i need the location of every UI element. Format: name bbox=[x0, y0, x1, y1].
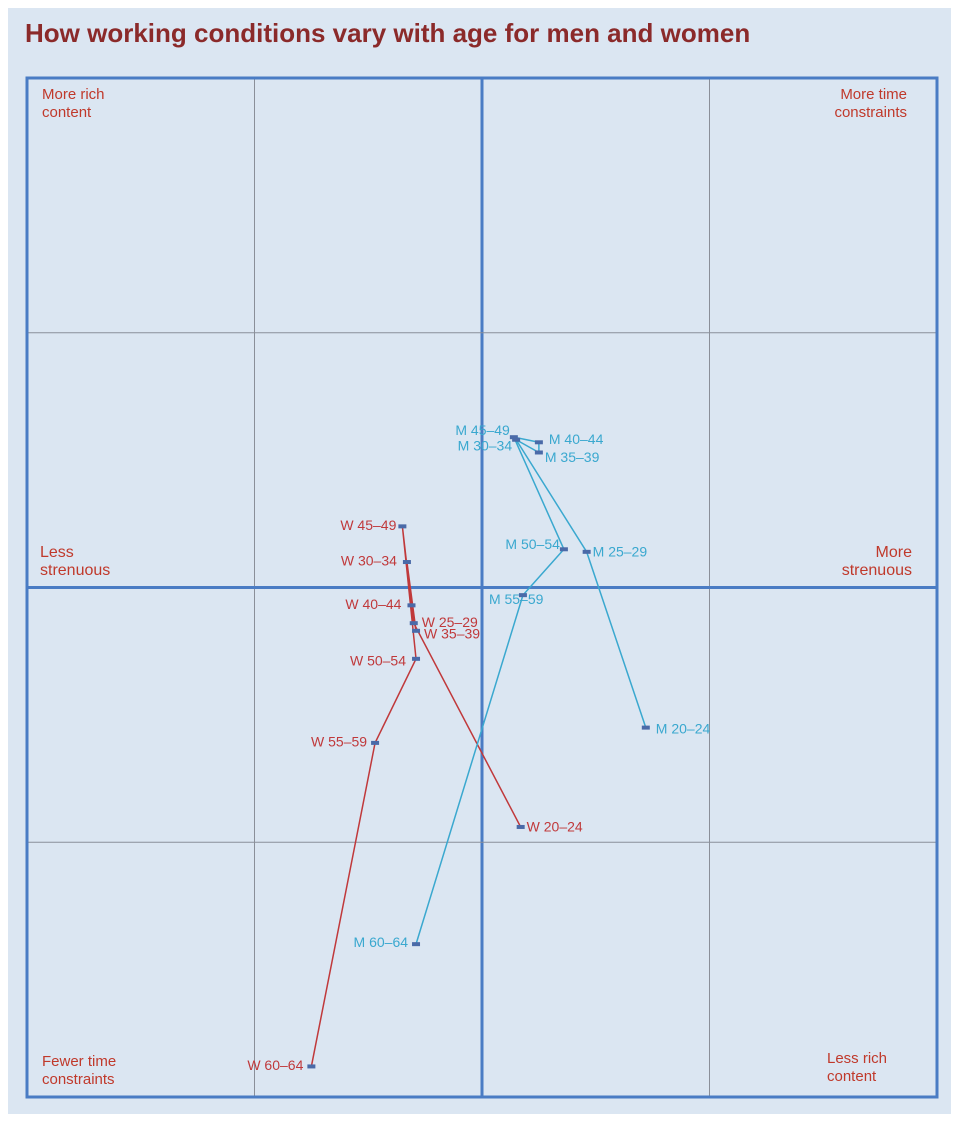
point-marker bbox=[398, 524, 407, 529]
quadrant-label: Fewer time constraints bbox=[42, 1053, 117, 1088]
point-marker bbox=[402, 560, 411, 565]
point-label: W 20–24 bbox=[527, 819, 583, 835]
point-label: M 35–39 bbox=[545, 449, 600, 465]
point-marker bbox=[407, 603, 416, 608]
point-marker bbox=[559, 547, 568, 552]
point-label: M 30–34 bbox=[458, 437, 513, 453]
point-label: M 60–64 bbox=[354, 934, 409, 950]
point-marker bbox=[582, 549, 591, 554]
series-line bbox=[310, 526, 522, 1067]
chart-background bbox=[8, 8, 951, 1114]
point-marker bbox=[509, 435, 518, 440]
point-label: M 25–29 bbox=[593, 544, 648, 560]
series-line bbox=[415, 436, 647, 945]
point-marker bbox=[371, 740, 380, 745]
quadrant-label: More time constraints bbox=[834, 86, 907, 121]
point-marker bbox=[534, 440, 543, 445]
point-label: W 25–29 bbox=[422, 614, 478, 630]
quadrant-label: Less rich content bbox=[827, 1050, 888, 1085]
point-label: W 45–49 bbox=[340, 517, 396, 533]
point-label: W 40–44 bbox=[345, 596, 401, 612]
point-label: M 50–54 bbox=[505, 536, 560, 552]
quadrant-label: More rich content bbox=[42, 86, 105, 121]
point-label: W 60–64 bbox=[247, 1057, 303, 1073]
point-marker bbox=[512, 437, 521, 442]
point-label: W 50–54 bbox=[350, 653, 406, 669]
point-marker bbox=[412, 942, 421, 947]
point-label: W 55–59 bbox=[311, 734, 367, 750]
point-label: W 35–39 bbox=[424, 626, 480, 642]
point-label: W 30–34 bbox=[341, 553, 397, 569]
point-marker bbox=[516, 824, 525, 829]
point-marker bbox=[534, 450, 543, 455]
point-label: M 40–44 bbox=[549, 431, 604, 447]
quadrant-label: More strenuous bbox=[841, 544, 912, 579]
point-label: M 55–59 bbox=[489, 591, 544, 607]
point-marker bbox=[409, 621, 418, 626]
plot-border bbox=[25, 76, 939, 1099]
point-marker bbox=[307, 1064, 316, 1069]
point-marker bbox=[641, 725, 650, 730]
chart-title: How working conditions vary with age for… bbox=[25, 18, 750, 48]
point-marker bbox=[518, 593, 527, 598]
point-label: M 20–24 bbox=[656, 720, 711, 736]
point-label: M 45–49 bbox=[455, 422, 510, 438]
quadrant-label: Less strenuous bbox=[40, 544, 111, 579]
point-marker bbox=[412, 656, 421, 661]
point-marker bbox=[412, 628, 421, 633]
